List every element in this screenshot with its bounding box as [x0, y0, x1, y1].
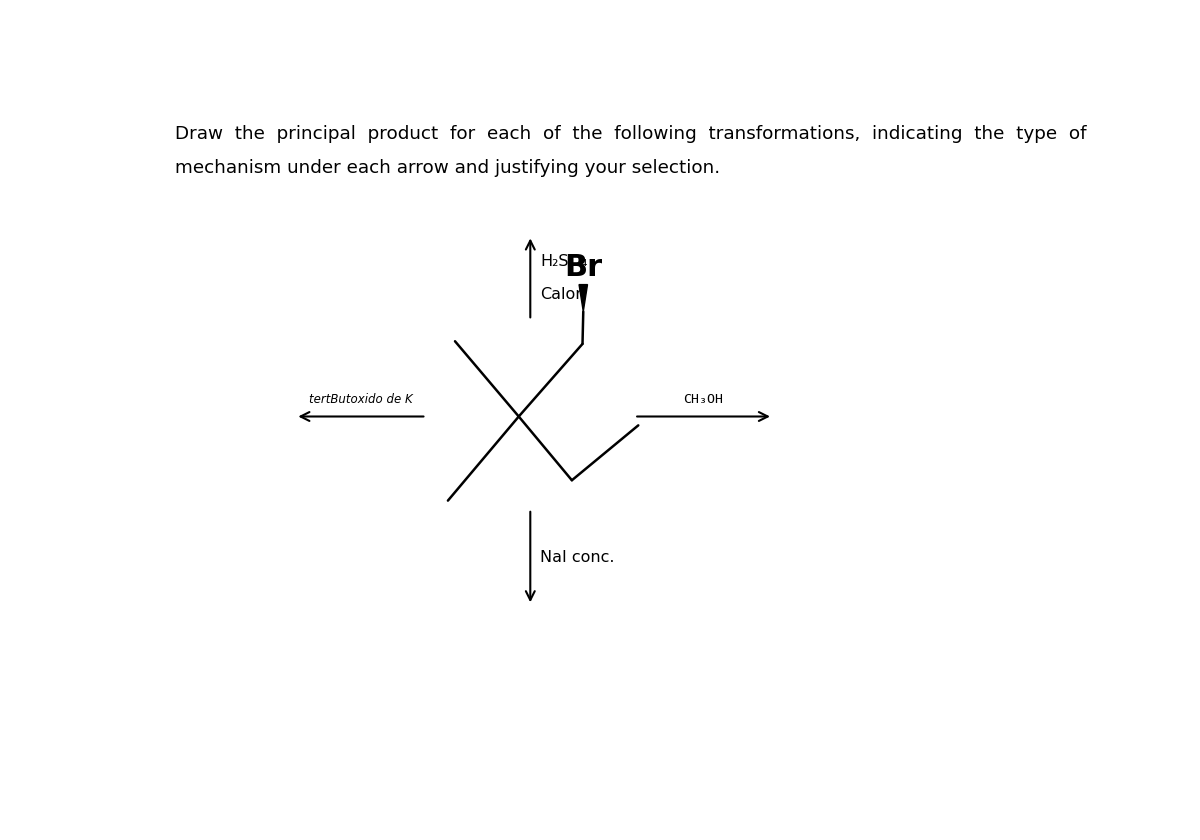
Text: Br: Br — [564, 253, 602, 281]
Text: Calor: Calor — [540, 287, 582, 302]
Polygon shape — [580, 285, 588, 312]
Text: tertButoxido de K: tertButoxido de K — [310, 393, 413, 406]
Text: CH₃OH: CH₃OH — [684, 393, 724, 406]
Text: Draw  the  principal  product  for  each  of  the  following  transformations,  : Draw the principal product for each of t… — [174, 125, 1086, 144]
Text: H₂SO₄: H₂SO₄ — [540, 254, 588, 269]
Text: NaI conc.: NaI conc. — [540, 549, 614, 564]
Text: mechanism under each arrow and justifying your selection.: mechanism under each arrow and justifyin… — [174, 159, 720, 176]
